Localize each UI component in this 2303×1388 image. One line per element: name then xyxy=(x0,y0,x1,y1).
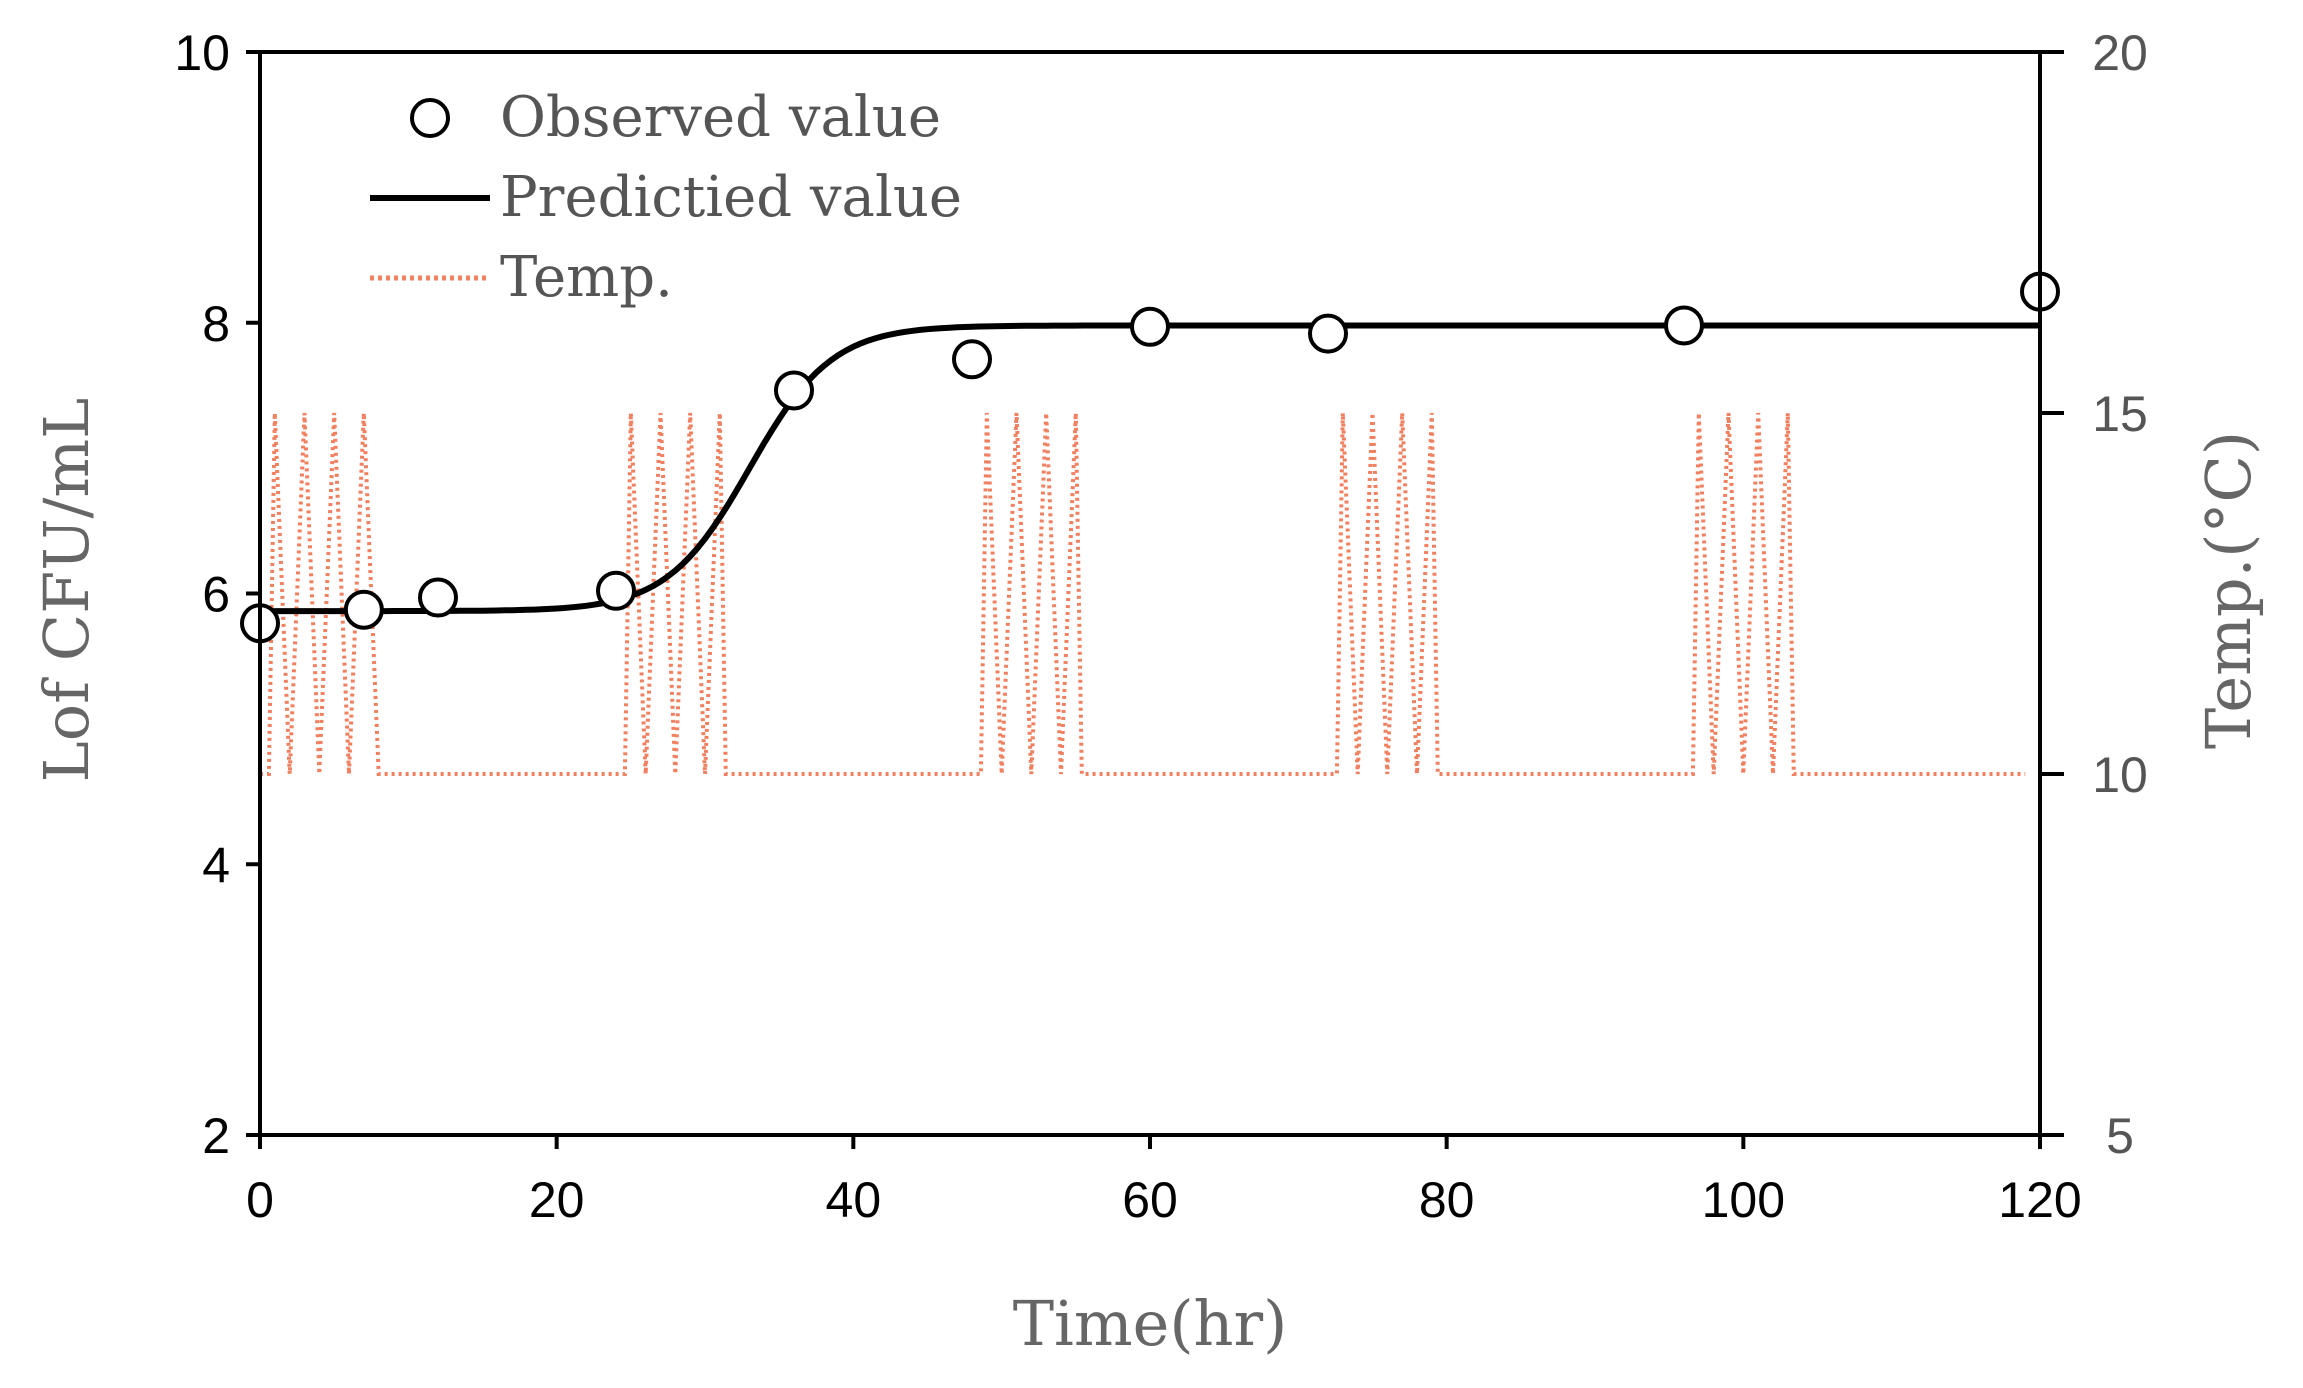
y-tick-label: 8 xyxy=(202,296,230,352)
legend-observed-marker xyxy=(410,98,450,138)
observed-series xyxy=(240,271,2060,644)
y2-tick-label: 5 xyxy=(2106,1108,2134,1164)
legend-temp-label: Temp. xyxy=(500,245,673,310)
observed-point xyxy=(774,370,814,411)
observed-point xyxy=(418,577,458,618)
x-tick-label: 40 xyxy=(826,1172,882,1228)
y-tick-label: 6 xyxy=(202,567,230,623)
x-tick-label: 80 xyxy=(1419,1172,1475,1228)
x-tick-label: 100 xyxy=(1702,1172,1785,1228)
x-tick-label: 20 xyxy=(529,1172,585,1228)
observed-point xyxy=(1308,313,1348,354)
y2-tick-label: 10 xyxy=(2092,747,2148,803)
y2-axis-title: Temp.(°C) xyxy=(2192,431,2265,749)
x-tick-label: 0 xyxy=(246,1172,274,1228)
predicted-series xyxy=(260,322,2040,615)
predicted-line xyxy=(260,322,2040,615)
observed-point xyxy=(596,570,636,611)
observed-point xyxy=(1664,305,1704,346)
x-axis-title: Time(hr) xyxy=(1013,1287,1288,1360)
y2-tick-label: 15 xyxy=(2092,386,2148,442)
y2-axis-ticks: 5 10 15 20 xyxy=(2040,25,2148,1164)
observed-point xyxy=(952,339,992,380)
y-axis-title: Lof CFU/mL xyxy=(30,398,103,783)
legend-observed-label: Observed value xyxy=(500,85,941,150)
x-tick-label: 120 xyxy=(1998,1172,2081,1228)
x-axis-ticks: 0 20 40 60 80 100 120 xyxy=(246,1135,2082,1228)
y-tick-label: 10 xyxy=(174,25,230,81)
y-tick-label: 4 xyxy=(202,837,230,893)
temperature-series xyxy=(260,412,2026,776)
y-axis-ticks: 2 4 6 8 10 xyxy=(174,25,260,1164)
y-tick-label: 2 xyxy=(202,1108,230,1164)
observed-point xyxy=(1130,306,1170,347)
temperature-line xyxy=(260,412,2026,776)
x-tick-label: 60 xyxy=(1122,1172,1178,1228)
observed-point xyxy=(343,589,384,630)
legend-predicted-label: Predictied value xyxy=(500,165,962,230)
y2-tick-label: 20 xyxy=(2092,25,2148,81)
legend: Observed value Predictied value Temp. xyxy=(370,85,962,310)
